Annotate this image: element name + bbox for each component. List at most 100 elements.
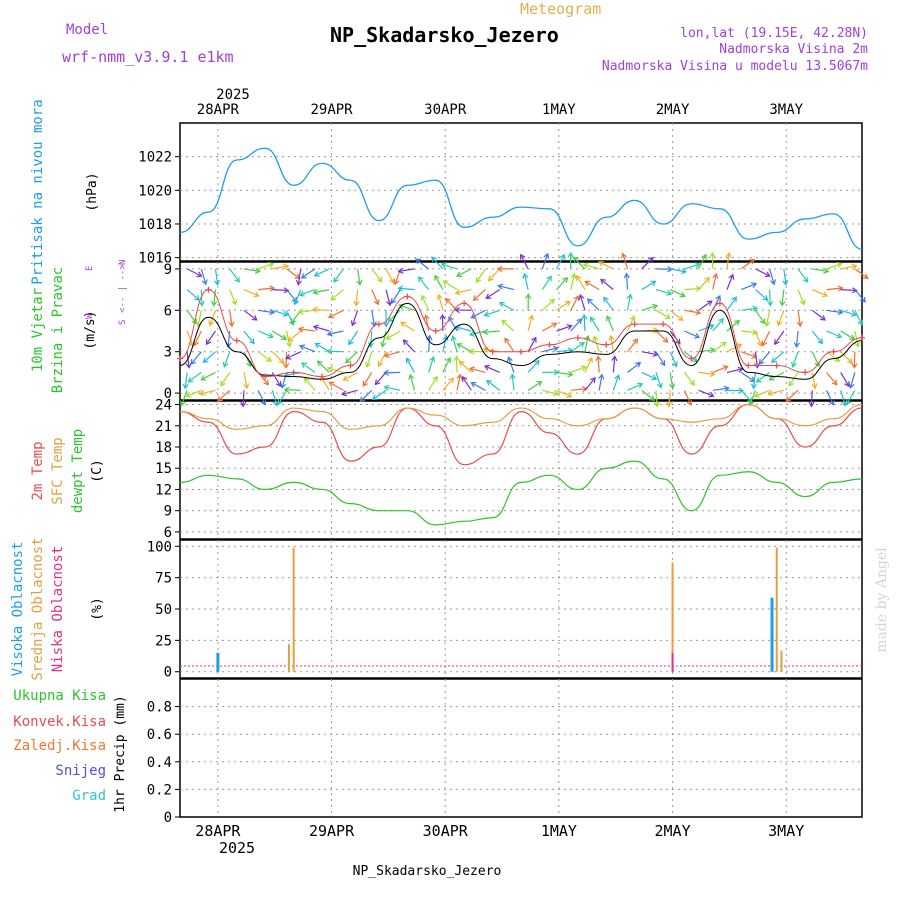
wind-arrow-head xyxy=(453,355,460,362)
wind-arrow xyxy=(556,371,573,376)
wind-arrow-head xyxy=(552,345,559,352)
wind-arrow-head xyxy=(485,293,492,299)
wind-arrow-head xyxy=(666,401,673,408)
wind-arrow xyxy=(243,351,252,367)
wind-arrow-head xyxy=(785,396,792,402)
wind-arrow-head xyxy=(788,380,794,387)
chart-subtitle: Meteogram xyxy=(520,0,601,18)
wind-arrow xyxy=(459,361,472,373)
wind-arrow xyxy=(527,315,533,332)
compass-e: E xyxy=(85,266,95,271)
wind-arrow-head xyxy=(376,276,383,283)
wind-gust-marker xyxy=(802,369,809,376)
wind-arrow-head xyxy=(316,360,323,367)
compass-icon: W E N S <-- | --> xyxy=(85,260,128,325)
wind-arrow-head xyxy=(440,262,447,269)
wind-arrow xyxy=(726,368,743,373)
wind-arrow xyxy=(641,389,655,401)
wind-unit: (m/s) xyxy=(83,310,98,349)
wind-arrow-head xyxy=(819,315,826,321)
wind-arrow-head xyxy=(287,336,294,342)
wind-arrow xyxy=(272,330,287,340)
wind-arrow-head xyxy=(656,382,663,389)
temp-label-1: 2m Temp xyxy=(30,441,46,500)
wind-arrow xyxy=(455,356,458,373)
wind-arrow-head xyxy=(731,296,737,303)
wind-arrow xyxy=(726,274,734,290)
wind-arrow xyxy=(443,280,458,291)
wind-arrow xyxy=(712,365,728,373)
wind-arrow-head xyxy=(573,295,580,302)
wind-label-2: Brzina i Pravac xyxy=(50,267,66,393)
wind-arrow-head xyxy=(187,377,194,383)
wind-arrow xyxy=(754,330,762,347)
wind-arrow-head xyxy=(278,358,285,364)
wind-arrow xyxy=(542,347,558,353)
wind-arrow xyxy=(826,351,840,362)
wind-arrow xyxy=(415,258,430,270)
wind-arrow-head xyxy=(709,251,716,258)
wind-arrow-head xyxy=(782,279,789,286)
wind-arrow-head xyxy=(597,260,604,267)
wind-arrow xyxy=(258,287,275,291)
wind-arrow-head xyxy=(445,297,451,304)
wind-arrow xyxy=(840,330,855,340)
bottom-year-label: 2025 xyxy=(219,839,255,857)
wind-arrow-head xyxy=(293,299,299,306)
wind-gust-marker xyxy=(177,355,183,362)
wind-arrow-head xyxy=(587,356,593,363)
wind-arrow-head xyxy=(770,357,777,364)
wind-arrow xyxy=(840,309,857,316)
wind-arrow-head xyxy=(756,340,763,348)
wind-gust-marker xyxy=(859,334,865,341)
wind-arrow xyxy=(385,268,395,284)
wind-arrow-head xyxy=(341,390,348,397)
wind-arrow xyxy=(755,268,770,277)
model-elevation-label: Nadmorska Visina u modelu 13.5067m xyxy=(602,59,868,74)
wind-arrow xyxy=(684,351,698,362)
wind-arrow xyxy=(434,275,444,290)
wind-arrow xyxy=(462,376,472,391)
wind-arrow xyxy=(583,263,600,270)
wind-arrow xyxy=(301,362,316,373)
pressure-label: Pritisak na nivou mora xyxy=(30,99,46,284)
cloud-panel: Visoka Oblacnost Srednja Oblacnost Niska… xyxy=(10,537,862,681)
wind-arrow xyxy=(469,330,486,336)
wind-arrow-head xyxy=(383,369,389,376)
precip-panel: Ukupna Kisa Konvek.Kisa Zaledj.Kisa Snij… xyxy=(13,688,862,826)
wind-arrow-head xyxy=(442,280,449,286)
wind-arrow-head xyxy=(253,291,260,298)
wind-gust-marker xyxy=(716,300,723,307)
bottom-day-label: 3MAY xyxy=(768,822,804,840)
wind-arrow-head xyxy=(470,381,477,388)
wind-arrow xyxy=(754,309,766,324)
wind-arrow-head xyxy=(240,401,247,408)
wind-arrow-head xyxy=(536,380,543,387)
wind-arrow-head xyxy=(564,300,571,307)
wind-arrow xyxy=(555,254,565,270)
wind-arrow xyxy=(186,289,200,301)
wind-arrow-head xyxy=(350,320,357,327)
wind-arrow xyxy=(810,390,813,407)
wind-arrow xyxy=(421,295,430,311)
wind-gust-marker xyxy=(461,300,468,307)
wind-arrow-head xyxy=(420,294,427,301)
wind-arrow-head xyxy=(182,383,189,390)
wind-arrow-head xyxy=(300,273,307,279)
wind-arrow-head xyxy=(359,396,366,403)
wind-arrow xyxy=(501,319,515,332)
wind-arrow-head xyxy=(534,359,540,366)
wind-arrow-head xyxy=(736,343,743,350)
wind-arrow-head xyxy=(522,272,529,279)
wind-arrow-head xyxy=(468,366,475,373)
wind-arrow-head xyxy=(504,337,510,344)
wind-arrow-head xyxy=(217,396,223,402)
wind-arrow xyxy=(205,330,217,345)
wind-arrow-head xyxy=(313,271,320,277)
wind-arrow-head xyxy=(590,377,596,383)
wind-arrow xyxy=(371,268,383,282)
wind-arrow-head xyxy=(198,390,205,397)
wind-arrow xyxy=(428,335,431,352)
wind-arrow xyxy=(669,372,674,389)
wind-arrow xyxy=(825,390,834,406)
